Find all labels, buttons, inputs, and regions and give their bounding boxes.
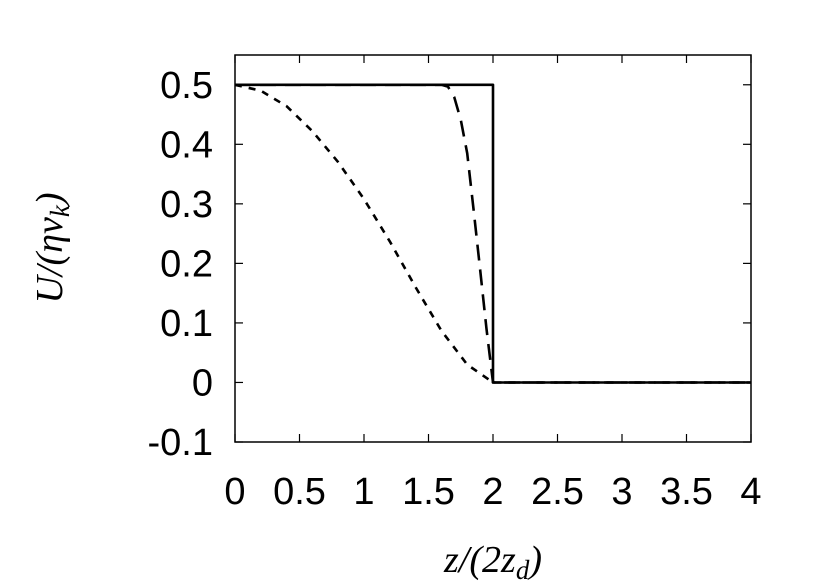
x-tick-label: 3	[611, 471, 632, 513]
x-axis-label: z/(2zd)	[443, 539, 542, 581]
y-axis-label: U/(ηvk)	[29, 192, 75, 303]
x-tick-label: 1	[353, 471, 374, 513]
y-tick-label: 0.3	[160, 184, 213, 226]
x-tick-label: 2.5	[531, 471, 584, 513]
y-tick-label: 0.5	[160, 65, 213, 107]
x-tick-label: 3.5	[660, 471, 713, 513]
x-tick-label: 4	[740, 471, 761, 513]
y-tick-label: 0.2	[160, 243, 213, 285]
y-tick-labels: -0.1 0 0.1 0.2 0.3 0.4 0.5	[148, 65, 213, 464]
chart-marks	[234, 83, 751, 384]
x-tick-label: 0	[224, 471, 245, 513]
series-line-long-dash	[235, 83, 751, 384]
x-tick-label: 0.5	[273, 471, 326, 513]
y-tick-label: 0.1	[160, 303, 213, 345]
x-tick-labels: 0 0.5 1 1.5 2 2.5 3 3.5 4	[224, 471, 761, 513]
y-tick-label: 0	[192, 362, 213, 404]
y-tick-label: -0.1	[148, 422, 213, 464]
series-line-short-dash	[234, 83, 751, 384]
y-tick-label: 0.4	[160, 124, 213, 166]
x-tick-label: 2	[482, 471, 503, 513]
axis-ticks	[234, 55, 752, 443]
series-line-solid	[235, 83, 751, 384]
x-tick-label: 1.5	[402, 471, 455, 513]
